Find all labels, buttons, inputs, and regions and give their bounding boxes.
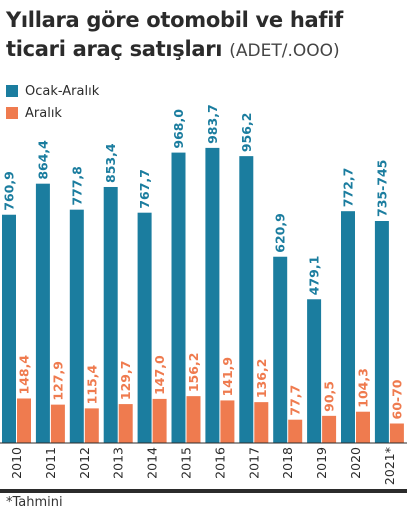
unit-label: (ADET/.OOO) [229, 41, 340, 61]
data-label-ocak-aralik-1: 864,4 [35, 140, 50, 180]
x-tick-label-6: 2016 [212, 447, 227, 479]
bar-ocak-aralik-8 [273, 256, 288, 443]
data-label-ocak-aralik-2: 777,8 [69, 166, 84, 206]
data-label-aralik-5: 156,2 [186, 353, 201, 393]
bar-aralik-8 [288, 419, 303, 443]
bar-ocak-aralik-0 [2, 214, 16, 443]
data-label-ocak-aralik-8: 620,9 [273, 213, 288, 253]
bar-ocak-aralik-6 [205, 147, 220, 443]
x-tick-label-7: 2017 [246, 447, 261, 479]
data-label-aralik-6: 141,9 [220, 357, 235, 397]
title-line-2-text: ticari araç satışları [6, 37, 223, 61]
legend-swatch-aralik [6, 107, 18, 119]
legend: Ocak-Aralık Aralık [6, 80, 99, 124]
data-label-ocak-aralik-5: 968,0 [171, 109, 186, 149]
x-tick-label-9: 2019 [314, 447, 329, 479]
data-label-ocak-aralik-6: 983,7 [205, 104, 220, 144]
data-label-aralik-4: 147,0 [152, 355, 167, 395]
data-label-aralik-9: 90,5 [322, 381, 337, 412]
bar-aralik-9 [322, 415, 337, 443]
bar-ocak-aralik-3 [103, 186, 118, 444]
x-tick-label-5: 2015 [179, 447, 194, 479]
legend-label-aralik: Aralık [25, 105, 62, 121]
bar-aralik-1 [50, 404, 65, 443]
bar-aralik-2 [84, 408, 99, 443]
data-label-aralik-8: 77,7 [288, 385, 303, 416]
bottom-rule [0, 489, 407, 493]
x-tick-label-4: 2014 [145, 447, 160, 479]
x-tick-label-3: 2013 [111, 447, 126, 479]
bar-aralik-10 [356, 411, 370, 443]
legend-item-ocak-aralik: Ocak-Aralık [6, 80, 99, 102]
chart-title: Yıllara göre otomobil ve hafif ticari ar… [6, 6, 406, 66]
bar-aralik-3 [118, 404, 133, 443]
bar-ocak-aralik-1 [35, 183, 50, 443]
x-tick-label-1: 2011 [43, 447, 58, 479]
legend-item-aralik: Aralık [6, 102, 99, 124]
bar-ocak-aralik-11 [374, 221, 389, 443]
data-label-ocak-aralik-11: 735-745 [374, 160, 389, 217]
data-label-aralik-3: 129,7 [118, 361, 133, 401]
bar-aralik-6 [220, 400, 235, 443]
title-line-2: ticari araç satışları (ADET/.OOO) [6, 35, 406, 66]
data-label-aralik-0: 148,4 [17, 355, 32, 395]
legend-label-ocak-aralik: Ocak-Aralık [25, 83, 100, 99]
bar-ocak-aralik-9 [307, 299, 322, 443]
x-tick-label-10: 2020 [348, 447, 363, 479]
legend-swatch-ocak-aralik [6, 85, 18, 97]
data-label-ocak-aralik-4: 767,7 [137, 169, 152, 209]
data-label-ocak-aralik-9: 479,1 [307, 256, 322, 296]
bar-ocak-aralik-10 [341, 211, 355, 443]
data-label-ocak-aralik-3: 853,4 [103, 143, 118, 183]
data-label-ocak-aralik-0: 760,9 [2, 171, 17, 211]
x-tick-label-2: 2012 [77, 447, 92, 479]
data-label-ocak-aralik-7: 956,2 [239, 113, 254, 153]
bar-chart: 760,9 148,4 2010 864,4 127,9 2011 777,8 115,4 20… [0, 104, 407, 493]
data-label-aralik-11: 60-70 [389, 379, 404, 419]
data-label-aralik-2: 115,4 [84, 365, 99, 405]
bar-aralik-7 [254, 402, 269, 443]
bar-ocak-aralik-2 [69, 209, 84, 443]
bar-aralik-11 [389, 423, 404, 443]
footnote: *Tahmini [6, 495, 63, 510]
data-label-aralik-7: 136,2 [254, 359, 269, 399]
data-label-ocak-aralik-10: 772,7 [341, 168, 356, 208]
x-tick-label-0: 2010 [9, 447, 24, 479]
data-label-aralik-10: 104,3 [356, 368, 371, 408]
bar-aralik-4 [152, 398, 167, 443]
bar-aralik-0 [17, 398, 31, 443]
bar-ocak-aralik-7 [239, 156, 254, 443]
bar-ocak-aralik-4 [137, 212, 152, 443]
x-tick-label-11: 2021* [382, 447, 397, 485]
data-label-aralik-1: 127,9 [50, 361, 65, 401]
bar-ocak-aralik-5 [171, 152, 186, 443]
bar-aralik-5 [186, 396, 201, 443]
title-line-1: Yıllara göre otomobil ve hafif [6, 8, 343, 32]
x-tick-label-8: 2018 [280, 447, 295, 479]
